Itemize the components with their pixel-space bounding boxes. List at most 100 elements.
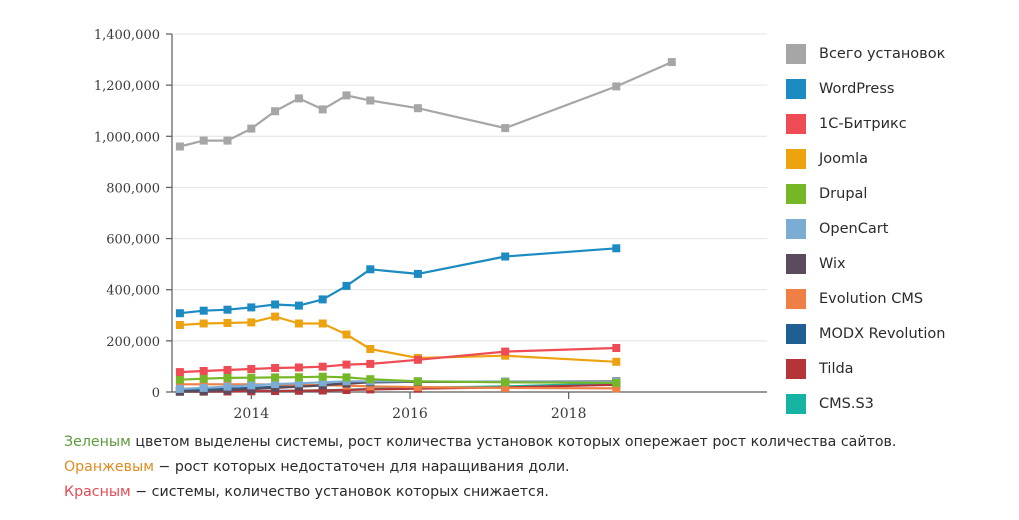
data-point-marker[interactable]: [612, 244, 621, 253]
series-line-2[interactable]: [178, 346, 618, 374]
data-point-marker[interactable]: [199, 383, 208, 392]
data-point-marker[interactable]: [175, 384, 184, 393]
legend-item-0[interactable]: Всего установок: [786, 36, 1016, 71]
data-point-marker[interactable]: [247, 373, 256, 382]
data-point-marker[interactable]: [175, 142, 184, 151]
data-point-marker[interactable]: [612, 378, 621, 387]
legend-item-9[interactable]: Tilda: [786, 351, 1016, 386]
data-point-marker[interactable]: [501, 347, 510, 356]
data-point-marker[interactable]: [366, 96, 375, 105]
data-point-marker[interactable]: [223, 136, 232, 145]
data-point-marker[interactable]: [271, 107, 280, 116]
data-point-marker[interactable]: [223, 366, 232, 374]
data-point-marker[interactable]: [366, 265, 375, 274]
legend-item-4[interactable]: Drupal: [786, 176, 1016, 211]
data-point-marker[interactable]: [223, 319, 232, 327]
data-point-marker[interactable]: [366, 382, 375, 391]
data-point-marker[interactable]: [175, 375, 184, 384]
data-point-marker[interactable]: [612, 344, 621, 352]
data-point-marker[interactable]: [501, 124, 510, 133]
legend-item-6[interactable]: Wix: [786, 246, 1016, 281]
data-point-marker[interactable]: [318, 372, 327, 381]
legend-item-10[interactable]: CMS.S3: [786, 386, 1016, 421]
data-point-marker[interactable]: [318, 319, 327, 328]
data-point-marker[interactable]: [342, 330, 351, 339]
data-point-marker[interactable]: [294, 373, 303, 382]
data-point-marker[interactable]: [501, 252, 510, 261]
legend-swatch-icon: [786, 43, 806, 64]
data-point-marker[interactable]: [342, 281, 351, 290]
legend-swatch-icon: [786, 288, 806, 309]
data-point-marker[interactable]: [294, 386, 303, 395]
data-point-marker[interactable]: [318, 105, 327, 114]
data-point-marker[interactable]: [294, 319, 303, 328]
data-point-marker[interactable]: [667, 58, 676, 67]
data-point-marker[interactable]: [223, 382, 232, 391]
data-point-marker[interactable]: [342, 91, 351, 100]
data-point-marker[interactable]: [342, 360, 351, 369]
data-series-group[interactable]: [175, 58, 676, 396]
data-point-marker[interactable]: [318, 295, 327, 304]
data-point-marker[interactable]: [271, 380, 280, 389]
data-point-marker[interactable]: [294, 301, 303, 310]
data-point-marker[interactable]: [175, 368, 184, 377]
data-point-marker[interactable]: [271, 373, 280, 382]
legend-swatch-icon: [786, 148, 806, 169]
series-line-3[interactable]: [178, 315, 618, 363]
data-point-marker[interactable]: [501, 383, 510, 392]
data-point-marker[interactable]: [199, 306, 208, 315]
legend-item-5[interactable]: OpenCart: [786, 211, 1016, 246]
data-point-marker[interactable]: [271, 364, 280, 372]
legend-item-1[interactable]: WordPress: [786, 71, 1016, 106]
data-point-marker[interactable]: [612, 384, 621, 393]
legend-item-label: WordPress: [819, 80, 895, 97]
data-point-marker[interactable]: [294, 379, 303, 388]
data-point-marker[interactable]: [318, 362, 327, 371]
data-point-marker[interactable]: [294, 363, 303, 372]
data-point-marker[interactable]: [501, 351, 510, 360]
data-point-marker[interactable]: [175, 321, 184, 329]
data-point-marker[interactable]: [612, 357, 621, 366]
data-point-marker[interactable]: [413, 383, 422, 392]
legend-item-8[interactable]: MODX Revolution: [786, 316, 1016, 351]
line-chart-svg: 0 200,000 400,000 600,000 800,000 1,000,000 1,…: [94, 28, 767, 420]
data-point-marker[interactable]: [501, 378, 510, 387]
data-point-marker[interactable]: [223, 305, 232, 314]
data-point-marker[interactable]: [413, 104, 422, 113]
data-point-marker[interactable]: [247, 124, 256, 133]
chart-legend: Всего установок WordPress 1С-Битрикс Joomla…: [786, 36, 1016, 421]
data-point-marker[interactable]: [199, 374, 208, 383]
data-point-marker[interactable]: [247, 365, 256, 373]
data-point-marker[interactable]: [366, 375, 375, 384]
series-line-1[interactable]: [178, 247, 618, 315]
data-point-marker[interactable]: [175, 309, 184, 318]
data-point-marker[interactable]: [318, 386, 327, 395]
data-point-marker[interactable]: [366, 345, 375, 353]
note-line-green: Зеленым цветом выделены системы, рост ко…: [64, 430, 994, 455]
legend-item-3[interactable]: Joomla: [786, 141, 1016, 176]
data-point-marker[interactable]: [247, 303, 256, 312]
legend-swatch-icon: [786, 183, 806, 204]
legend-item-7[interactable]: Evolution CMS: [786, 281, 1016, 316]
data-point-marker[interactable]: [247, 381, 256, 390]
data-point-marker[interactable]: [223, 373, 232, 382]
data-point-marker[interactable]: [366, 359, 375, 368]
data-point-marker[interactable]: [199, 136, 208, 145]
data-point-marker[interactable]: [413, 355, 422, 364]
data-point-marker[interactable]: [175, 380, 184, 389]
data-point-marker[interactable]: [271, 312, 280, 321]
series-line-0[interactable]: [178, 61, 673, 148]
data-point-marker[interactable]: [612, 82, 621, 91]
data-point-marker[interactable]: [413, 377, 422, 386]
legend-item-2[interactable]: 1С-Битрикс: [786, 106, 1016, 141]
data-point-marker[interactable]: [342, 373, 351, 382]
data-point-marker[interactable]: [199, 319, 208, 328]
data-point-marker[interactable]: [199, 367, 208, 375]
data-point-marker[interactable]: [271, 300, 280, 309]
data-point-marker[interactable]: [247, 318, 256, 327]
data-point-marker[interactable]: [294, 94, 303, 103]
data-point-marker[interactable]: [413, 269, 422, 278]
data-point-marker[interactable]: [342, 386, 351, 394]
data-point-marker[interactable]: [318, 378, 327, 387]
